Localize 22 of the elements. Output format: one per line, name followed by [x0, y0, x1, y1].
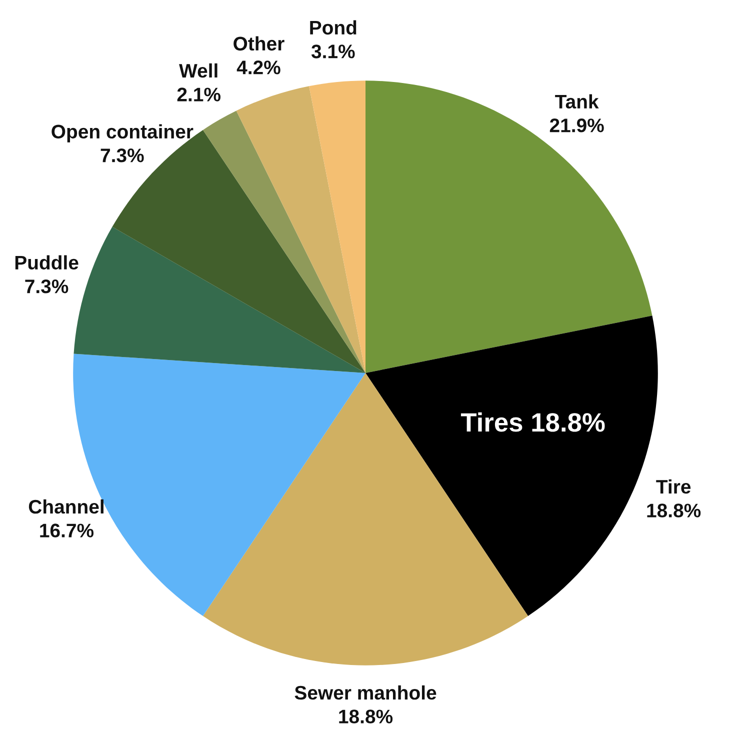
slice-label: Well: [179, 63, 218, 78]
data-label: 3.1%: [311, 44, 355, 58]
slice-label: Pond: [310, 20, 356, 35]
data-label: 16.7%: [40, 524, 94, 538]
slice-label: Other: [234, 36, 284, 51]
slice-label: Tank: [555, 94, 599, 109]
text: Tires 18.8%: [460, 412, 605, 432]
slice-label: Sewer manhole: [294, 685, 436, 700]
data-label: 7.3%: [25, 280, 68, 294]
slice-label: Channel: [28, 499, 104, 514]
pie-slice: [309, 80, 366, 373]
slice-label: Open container: [52, 124, 194, 142]
data-label: 2.1%: [177, 88, 220, 102]
slice-label: Puddle: [15, 255, 78, 270]
data-label: 7.3%: [100, 148, 144, 162]
data-label: 18.8%: [339, 710, 393, 724]
data-label: 21.9%: [550, 118, 604, 132]
data-label: 18.8%: [647, 504, 701, 518]
data-label: 4.2%: [236, 60, 280, 74]
slice-label: Tire: [656, 479, 691, 494]
pie-slice: [366, 80, 652, 373]
pie-slice: [202, 110, 366, 373]
